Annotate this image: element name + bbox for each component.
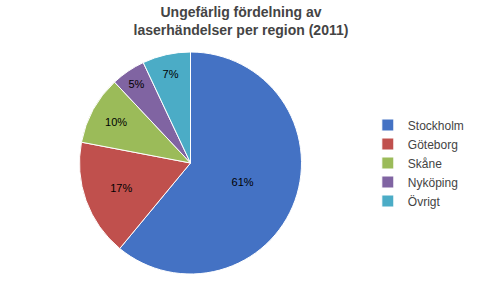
svg-text:Ungefärlig fördelning avlaserh: Ungefärlig fördelning avlaserhändelser p… (134, 4, 349, 38)
svg-text:Nyköping: Nyköping (408, 176, 458, 190)
svg-text:10%: 10% (105, 116, 127, 128)
svg-text:Göteborg: Göteborg (408, 138, 458, 152)
svg-text:Stockholm: Stockholm (408, 119, 464, 133)
svg-text:Skåne: Skåne (408, 157, 442, 171)
svg-text:5%: 5% (128, 78, 144, 90)
svg-text:7%: 7% (163, 68, 179, 80)
svg-text:61%: 61% (232, 176, 254, 188)
svg-text:Övrigt: Övrigt (408, 195, 441, 209)
svg-text:17%: 17% (110, 182, 132, 194)
